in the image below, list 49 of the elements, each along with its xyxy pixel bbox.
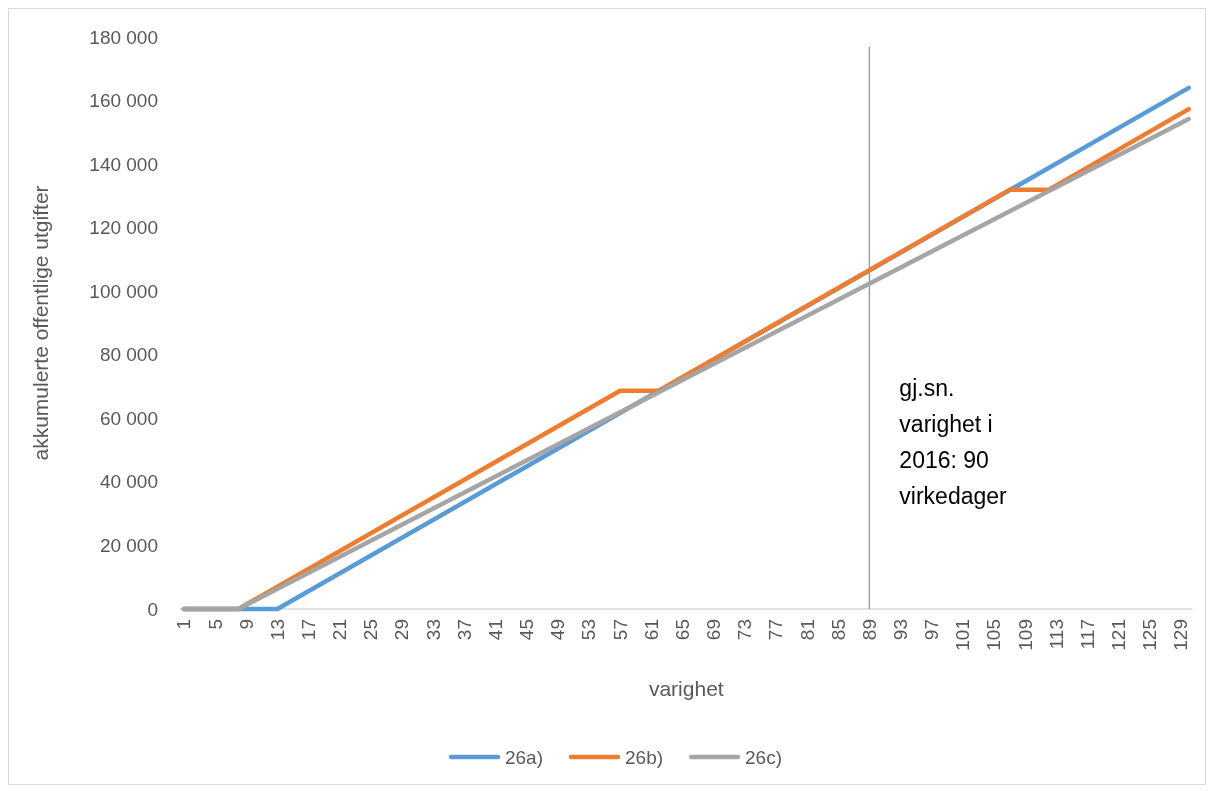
x-tick-label: 93 [890,619,911,641]
legend-label: 26a) [504,746,544,768]
x-tick-label: 21 [329,619,351,641]
x-tick-label: 29 [391,619,413,641]
y-tick-label: 60 000 [99,407,158,429]
x-tick-label: 61 [640,619,662,641]
annotation: gj.sn. varighet i 2016: 90 virkedager [899,375,1008,509]
x-tick-label: 77 [765,619,787,641]
x-tick-label: 25 [360,619,382,641]
x-tick-label: 101 [952,619,974,651]
y-tick-label: 140 000 [89,153,158,175]
y-tick-label: 80 000 [99,344,158,366]
x-tick-label: 33 [422,619,444,641]
x-tick-label: 17 [298,619,320,641]
x-tick-label: 97 [921,619,943,641]
x-tick-label: 69 [703,619,725,641]
x-tick-label: 65 [671,619,693,641]
x-tick-label: 45 [516,619,538,641]
x-tick-label: 89 [858,619,880,641]
x-tick-label: 105 [983,619,1005,651]
x-tick-label: 9 [235,619,257,630]
y-tick-label: 120 000 [89,217,158,239]
x-tick-label: 85 [827,619,849,641]
y-tick-label: 160 000 [89,90,158,112]
x-tick-label: 81 [796,619,818,641]
x-tick-label: 117 [1076,619,1098,650]
y-tick-label: 180 000 [89,26,158,48]
x-tick-label: 49 [547,619,569,641]
x-tick-label: 37 [453,619,475,641]
y-tick-label: 40 000 [99,471,158,493]
legend-label: 26c) [745,746,783,768]
x-tick-label: 121 [1108,619,1130,651]
x-tick-label: 57 [609,619,631,641]
y-tick-label: 0 [147,598,158,620]
x-tick-label: 5 [204,619,226,630]
y-axis-title: akkumulerte offentlige utgifter [28,185,52,461]
x-tick-label: 13 [266,619,288,641]
x-tick-label: 73 [734,619,756,641]
x-tick-label: 113 [1045,619,1067,650]
y-tick-label: 100 000 [89,280,158,302]
x-axis-title: varighet [648,676,724,700]
x-tick-label: 109 [1014,619,1036,651]
legend-label: 26b) [625,746,664,768]
x-tick-label: 53 [578,619,600,641]
x-tick-label: 129 [1170,619,1192,651]
x-tick-label: 125 [1139,619,1161,651]
x-tick-label: 1 [173,619,195,630]
x-tick-label: 41 [484,619,506,641]
y-tick-label: 20 000 [99,534,158,556]
